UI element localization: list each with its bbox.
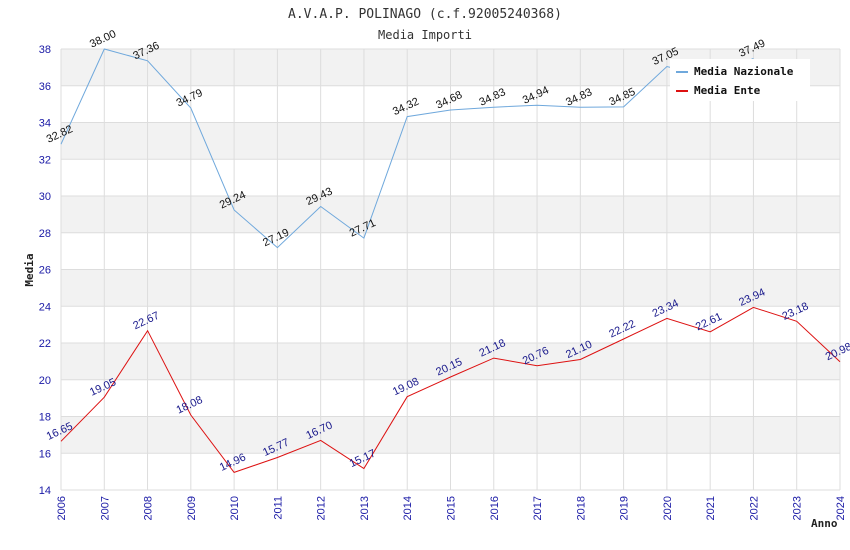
x-tick-label: 2019 — [619, 496, 631, 520]
series-line-media-nazionale — [60, 48, 754, 249]
data-label-media-nazionale: 38.00 — [88, 28, 118, 51]
x-tick-label: 2020 — [662, 496, 674, 520]
x-tick-label: 2014 — [402, 496, 414, 520]
y-tick-label: 28 — [39, 228, 51, 240]
x-tick-label: 2016 — [489, 496, 501, 520]
series-lines — [60, 48, 841, 473]
y-tick-label: 30 — [39, 191, 51, 203]
y-tick-label: 18 — [39, 412, 51, 424]
x-tick-label: 2007 — [99, 496, 111, 520]
y-axis-ticks: 14 16 18 20 22 24 26 28 30 32 34 36 38 — [39, 44, 51, 497]
y-tick-label: 22 — [39, 338, 51, 350]
y-axis-title: Media — [23, 253, 36, 286]
y-tick-label: 36 — [39, 81, 51, 93]
x-tick-label: 2021 — [705, 496, 717, 520]
y-tick-label: 34 — [39, 118, 51, 130]
y-tick-label: 14 — [39, 485, 51, 497]
y-tick-label: 26 — [39, 265, 51, 277]
x-tick-label: 2024 — [835, 496, 847, 520]
x-tick-label: 2022 — [748, 496, 760, 520]
x-tick-label: 2008 — [143, 496, 155, 520]
y-tick-label: 38 — [39, 44, 51, 56]
x-axis-ticks: 2006 2007 2008 2009 2010 2011 2012 2013 2014 2015… — [56, 496, 847, 520]
x-tick-label: 2011 — [272, 496, 284, 520]
x-axis-title: Anno — [811, 517, 838, 530]
legend-label-media-ente: Media Ente — [694, 84, 761, 97]
y-tick-label: 32 — [39, 154, 51, 166]
x-tick-label: 2023 — [792, 496, 804, 520]
x-tick-label: 2013 — [359, 496, 371, 520]
x-tick-label: 2012 — [316, 496, 328, 520]
x-tick-label: 2017 — [532, 496, 544, 520]
x-tick-label: 2010 — [229, 496, 241, 520]
legend-label-media-nazionale: Media Nazionale — [694, 65, 794, 78]
legend-box — [670, 59, 810, 101]
gridlines — [60, 48, 841, 491]
y-tick-label: 24 — [39, 301, 51, 313]
x-tick-label: 2015 — [446, 496, 458, 520]
series-line-media-ente — [60, 306, 841, 473]
legend: Media Nazionale Media Ente — [670, 59, 810, 101]
x-tick-label: 2009 — [186, 496, 198, 520]
x-tick-label: 2018 — [575, 496, 587, 520]
chart-subtitle: Media Importi — [378, 28, 472, 42]
chart-title: A.V.A.P. POLINAGO (c.f.92005240368) — [288, 7, 562, 22]
y-tick-label: 16 — [39, 448, 51, 460]
x-tick-label: 2006 — [56, 496, 68, 520]
y-tick-label: 20 — [39, 375, 51, 387]
